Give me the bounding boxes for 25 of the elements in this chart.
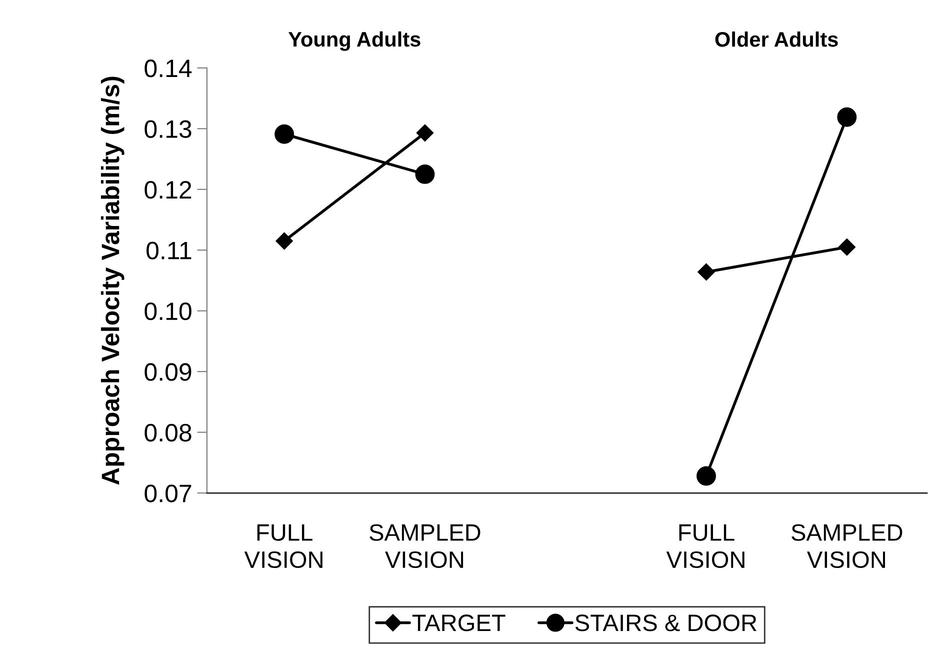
y-tick-label: 0.10 [144,302,192,320]
x-tick-label: FULL VISION [244,524,322,568]
x-tick-label: FULL VISION [666,524,744,568]
point [837,107,857,127]
x-tick-label: SAMPLED VISION [792,524,902,568]
text: Older Adults [715,32,838,47]
y-tick-label: 0.14 [144,60,192,78]
point [696,466,716,486]
point [838,238,856,256]
legend-label: TARGET [412,614,506,632]
x-tick-label: SAMPLED VISION [370,524,480,568]
y-tick-label: 0.13 [144,120,192,138]
y-tick-label: 0.09 [144,363,192,381]
point [698,263,715,281]
legend-label: STAIRS & DOOR [575,614,756,632]
y-tick-label: 0.07 [144,484,192,502]
y-tick-label: 0.12 [144,180,192,199]
point [276,232,293,250]
point [274,124,294,144]
point [415,164,435,184]
y-axis-title: Approach Velocity Variability (m/s) [100,76,124,485]
y-tick-label: 0.08 [144,424,192,442]
text: Young Adults [288,31,420,51]
point [416,124,434,142]
y-tick-label: 0.11 [146,242,192,260]
